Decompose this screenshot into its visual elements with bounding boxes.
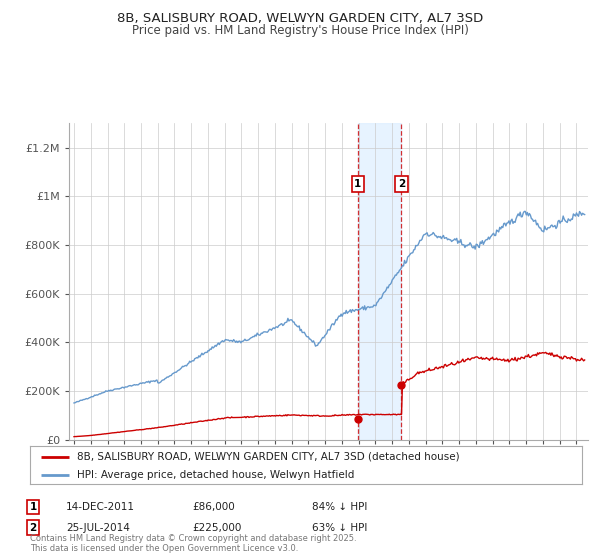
Bar [358,123,401,440]
Text: 1: 1 [29,502,37,512]
Text: HPI: Average price, detached house, Welwyn Hatfield: HPI: Average price, detached house, Welw… [77,470,354,480]
Text: 2: 2 [29,522,37,533]
Text: 2: 2 [398,179,405,189]
Text: 63% ↓ HPI: 63% ↓ HPI [312,522,367,533]
Text: Contains HM Land Registry data © Crown copyright and database right 2025.
This d: Contains HM Land Registry data © Crown c… [30,534,356,553]
Text: 84% ↓ HPI: 84% ↓ HPI [312,502,367,512]
Text: 14-DEC-2011: 14-DEC-2011 [66,502,135,512]
Text: 1: 1 [354,179,361,189]
Text: 8B, SALISBURY ROAD, WELWYN GARDEN CITY, AL7 3SD (detached house): 8B, SALISBURY ROAD, WELWYN GARDEN CITY, … [77,452,460,462]
Text: £86,000: £86,000 [192,502,235,512]
Text: 8B, SALISBURY ROAD, WELWYN GARDEN CITY, AL7 3SD: 8B, SALISBURY ROAD, WELWYN GARDEN CITY, … [117,12,483,25]
Text: 25-JUL-2014: 25-JUL-2014 [66,522,130,533]
Text: £225,000: £225,000 [192,522,241,533]
Text: Price paid vs. HM Land Registry's House Price Index (HPI): Price paid vs. HM Land Registry's House … [131,24,469,36]
